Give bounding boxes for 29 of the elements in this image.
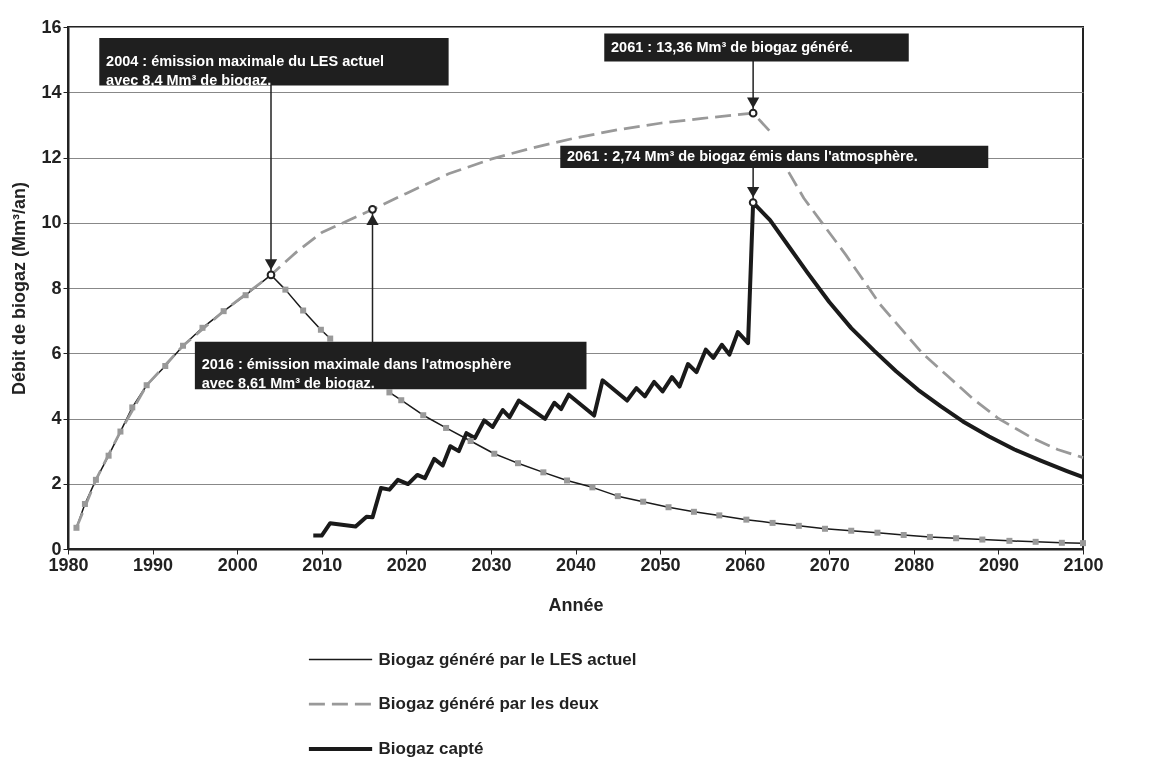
x-tick-label: 2100	[1063, 554, 1104, 575]
x-tick-label: 2070	[809, 554, 850, 575]
annotation: 2061 : 13,36 Mm³ de biogaz généré.	[611, 38, 853, 55]
y-tick-label: 14	[41, 81, 62, 102]
x-tick-label: 2000	[217, 554, 258, 575]
y-tick-label: 6	[51, 342, 62, 363]
y-tick-label: 4	[51, 408, 62, 428]
y-tick-label: 8	[51, 277, 62, 298]
y-axis-title: Débit de biogaz (Mm³/an)	[9, 182, 30, 395]
x-tick-label: 2090	[978, 554, 1019, 575]
legend-label: Biogaz généré par les deux	[378, 694, 600, 713]
x-tick-label: 2010	[302, 554, 343, 575]
annotation: 2016 : émission maximale dans l'atmosphère avec 8,61 Mm³ de biogaz.	[201, 356, 512, 392]
annotation: 2004 : émission maximale du LES actuel avec 8,4 Mm³ de biogaz.	[106, 52, 385, 88]
x-tick-label: 2080	[894, 554, 935, 575]
x-tick-label: 1990	[133, 554, 174, 575]
y-tick-label: 10	[41, 212, 62, 233]
y-tick-label: 2	[51, 473, 62, 494]
legend-label: Biogaz généré par le LES actuel	[378, 649, 637, 669]
x-axis-title: Année	[548, 594, 604, 615]
x-tick-label: 2050	[640, 554, 681, 575]
x-tick-label: 2020	[386, 554, 427, 575]
x-tick-label: 2040	[555, 554, 597, 575]
x-tick-label: 2060	[725, 554, 766, 575]
x-tick-label: 2030	[471, 554, 512, 575]
annotation: 2061 : 2,74 Mm³ de biogaz émis dans l'atmosphère.	[567, 147, 918, 164]
legend-label: Biogaz capté	[378, 739, 484, 757]
y-tick-label: 12	[41, 147, 62, 167]
y-tick-label: 16	[41, 16, 62, 37]
